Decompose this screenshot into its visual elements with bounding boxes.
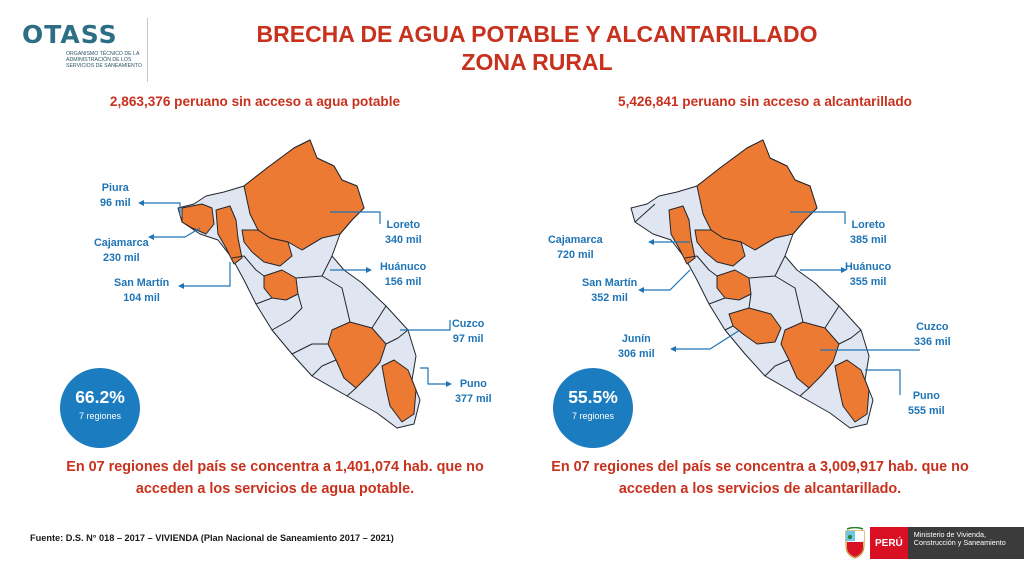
callout-huanuco-water: Huánuco 156 mil <box>380 261 427 288</box>
region-cuzco <box>780 321 840 389</box>
callout-cajamarca-sewer: Cajamarca 720 mil <box>548 234 603 261</box>
bubble-regions: 7 regiones <box>78 411 122 421</box>
callout-san-martin-sewer: San Martín 352 mil <box>582 277 638 304</box>
gov-ministry-label: Ministerio de Vivienda, Construcción y S… <box>907 527 1024 559</box>
sewer-summary: En 07 regiones del país se concentra a 3… <box>551 459 969 497</box>
region-san-martin <box>241 229 293 267</box>
callout-cuzco-sewer: Cuzco 336 mil <box>914 321 951 348</box>
peru-shield-icon <box>845 527 865 559</box>
logo-subtitle: Organismo Técnico de la Administración d… <box>66 51 142 70</box>
water-subtitle: 2,863,376 peruano sin acceso a agua pota… <box>109 94 401 109</box>
gov-country-label: PERÚ <box>870 527 908 559</box>
region-junin <box>728 307 782 345</box>
callout-puno-water: Puno 377 mil <box>455 378 492 405</box>
water-summary: En 07 regiones del país se concentra a 1… <box>66 459 484 497</box>
bubble-percent: 66.2% <box>75 387 125 407</box>
callout-loreto-water: Loreto 340 mil <box>385 219 422 246</box>
page-title-line2: ZONA RURAL <box>461 49 613 75</box>
callout-puno-sewer: Puno 555 mil <box>908 390 945 417</box>
callout-san-martin-water: San Martín 104 mil <box>114 277 170 304</box>
source-note: Fuente: D.S. N° 018 – 2017 – VIVIENDA (P… <box>30 533 394 543</box>
callout-loreto-sewer: Loreto 385 mil <box>850 219 887 246</box>
callout-cajamarca-water: Cajamarca 230 mil <box>94 237 149 264</box>
callout-piura-water: Piura 96 mil <box>100 182 131 209</box>
sewer-subtitle: 5,426,841 peruano sin acceso a alcantari… <box>618 94 912 109</box>
percent-bubble-water: 66.2% 7 regiones <box>60 368 140 448</box>
logo-divider <box>147 18 148 82</box>
percent-bubble-sewer: 55.5% 7 regiones <box>553 368 633 448</box>
callout-cuzco-water: Cuzco 97 mil <box>452 318 485 345</box>
bubble-percent: 55.5% <box>568 387 618 407</box>
region-cajamarca <box>215 205 243 265</box>
otass-logo: OTASS Organismo Técnico de la Administra… <box>22 20 157 82</box>
region-piura <box>181 203 215 235</box>
page-title-line1: BRECHA DE AGUA POTABLE Y ALCANTARILLADO <box>256 21 818 47</box>
region-cuzco <box>327 321 387 389</box>
region-puno <box>381 359 417 423</box>
region-puno <box>834 359 870 423</box>
region-san-martin <box>694 229 746 267</box>
logo-wordmark: OTASS <box>22 20 118 49</box>
callout-huanuco-sewer: Huánuco 355 mil <box>845 261 892 288</box>
peru-government-logo: PERÚ Ministerio de Vivienda, Construcció… <box>843 527 1024 559</box>
callout-junin-sewer: Junín 306 mil <box>618 333 655 360</box>
region-huanuco <box>716 269 752 301</box>
region-cajamarca <box>668 205 696 265</box>
bubble-regions: 7 regiones <box>571 411 615 421</box>
region-huanuco <box>263 269 299 301</box>
